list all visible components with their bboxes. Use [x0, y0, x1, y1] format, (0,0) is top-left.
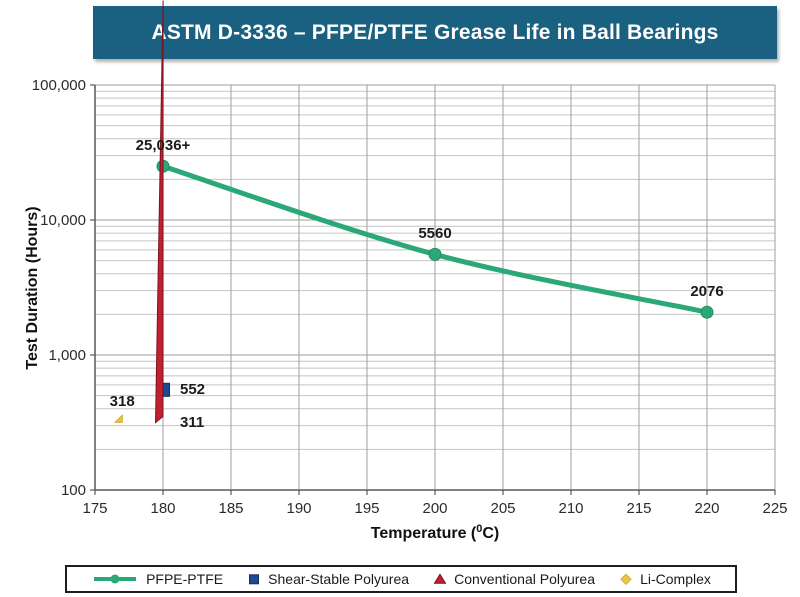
square-marker-icon — [247, 572, 261, 586]
legend-label-pfpe-ptfe: PFPE-PTFE — [146, 571, 224, 587]
legend-item-conventional-polyurea: Conventional Polyurea — [433, 571, 595, 587]
legend-item-li-complex: Li-Complex — [619, 571, 711, 587]
legend-item-shear-stable-polyurea: Shear-Stable Polyurea — [247, 571, 409, 587]
series-li-complex — [114, 414, 123, 423]
legend-label-li-complex: Li-Complex — [640, 571, 711, 587]
diamond-marker-icon — [619, 572, 633, 586]
series-pfpe-ptfe — [156, 159, 714, 319]
gridlines: 175 180 185 190 195 200 205 210 215 220 225 100 1,00… — [32, 77, 788, 517]
x-tick-label: 190 — [286, 500, 311, 517]
x-tick-label: 220 — [694, 500, 719, 517]
data-label: 5560 — [418, 225, 452, 243]
legend-label-conventional-polyurea: Conventional Polyurea — [454, 571, 595, 587]
data-label: 552 — [180, 380, 206, 398]
y-tick-label: 1,000 — [48, 347, 86, 364]
chart-title: ASTM D-3336 – PFPE/PTFE Grease Life in B… — [151, 20, 719, 44]
x-tick-label: 205 — [490, 500, 515, 517]
data-label: 2076 — [690, 283, 724, 301]
y-axis-title: Test Duration (Hours) — [24, 206, 41, 370]
x-axis-title-text: Temperature ( — [370, 525, 477, 543]
x-tick-label: 215 — [626, 500, 651, 517]
x-axis-title-unit: C) — [482, 525, 500, 543]
plot-svg: 175 180 185 190 195 200 205 210 215 220 225 100 1,00… — [32, 0, 788, 517]
x-tick-label: 225 — [762, 500, 787, 517]
data-label: 311 — [180, 414, 205, 432]
y-tick-label: 10,000 — [40, 212, 86, 229]
x-tick-label: 185 — [218, 500, 243, 517]
legend-label-shear-stable-polyurea: Shear-Stable Polyurea — [268, 571, 410, 587]
legend-item-pfpe-ptfe: PFPE-PTFE — [91, 571, 223, 587]
axes — [94, 85, 775, 491]
triangle-marker-icon — [433, 572, 447, 586]
data-label: 25,036+ — [135, 137, 191, 155]
x-tick-label: 195 — [354, 500, 379, 517]
x-tick-label: 175 — [82, 500, 107, 517]
data-label: 318 — [109, 393, 135, 411]
x-axis-title: Temperature (0C) — [371, 523, 500, 543]
y-tick-label: 100 — [61, 482, 86, 499]
x-tick-label: 210 — [558, 500, 583, 517]
series-conventional-polyurea — [154, 0, 164, 424]
x-tick-label: 180 — [150, 500, 175, 517]
y-tick-label: 100,000 — [32, 77, 86, 94]
chart-title-banner: ASTM D-3336 – PFPE/PTFE Grease Life in B… — [93, 6, 777, 59]
x-axis-title-sup: 0 — [476, 522, 483, 535]
pfpe-ptfe-line-marker-icon — [91, 572, 139, 586]
legend: PFPE-PTFE Shear-Stable Polyurea Conventi… — [65, 565, 737, 593]
x-tick-label: 200 — [422, 500, 447, 517]
